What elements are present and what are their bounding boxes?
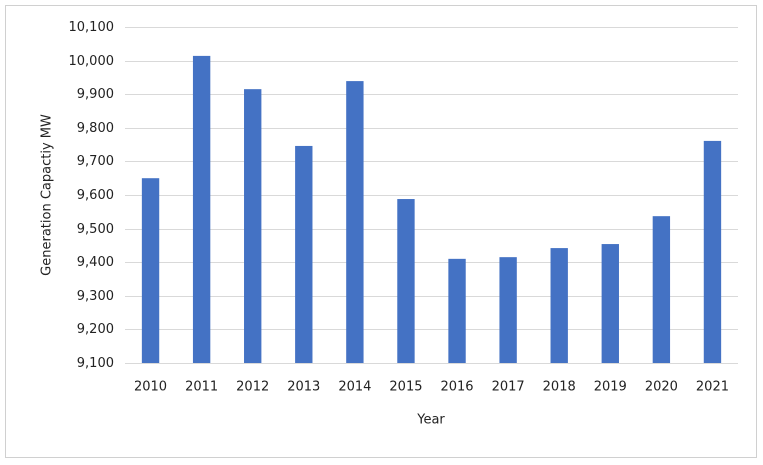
bar — [141, 178, 160, 363]
x-axis-title: Year — [416, 413, 445, 428]
x-tick-label: 2014 — [338, 380, 371, 395]
x-tick-label: 2015 — [389, 380, 422, 395]
y-tick-label: 9,900 — [77, 87, 114, 102]
bar — [652, 216, 671, 363]
y-tick-label: 9,600 — [77, 188, 114, 203]
y-tick-label: 9,700 — [77, 154, 114, 169]
x-tick-label: 2018 — [543, 380, 576, 395]
x-tick-label: 2020 — [645, 380, 678, 395]
y-axis-title: Generation Capactiy MW — [40, 114, 55, 276]
y-tick-label: 9,500 — [77, 222, 114, 237]
bar — [244, 89, 262, 363]
y-tick-label: 10,000 — [69, 54, 115, 69]
bar — [295, 145, 313, 363]
x-tick-label: 2010 — [134, 380, 167, 395]
bar — [397, 199, 415, 363]
y-tick-label: 9,200 — [77, 322, 114, 337]
bar — [601, 244, 619, 363]
x-tick-label: 2021 — [696, 380, 729, 395]
bar — [550, 248, 568, 363]
x-tick-label: 2012 — [236, 380, 269, 395]
x-tick-label: 2016 — [440, 380, 473, 395]
y-tick-label: 9,400 — [77, 255, 114, 270]
x-tick-label: 2017 — [492, 380, 525, 395]
chart-border — [5, 5, 757, 458]
bar — [499, 257, 517, 363]
bar — [192, 55, 211, 364]
y-tick-label: 9,300 — [77, 289, 114, 304]
bar — [703, 140, 722, 363]
bar — [448, 258, 466, 363]
y-tick-label: 9,800 — [77, 121, 114, 136]
bar — [346, 81, 364, 363]
x-tick-label: 2011 — [185, 380, 218, 395]
x-tick-label: 2019 — [594, 380, 627, 395]
y-tick-label: 9,100 — [77, 356, 114, 371]
y-tick-label: 10,100 — [69, 20, 115, 35]
x-tick-label: 2013 — [287, 380, 320, 395]
